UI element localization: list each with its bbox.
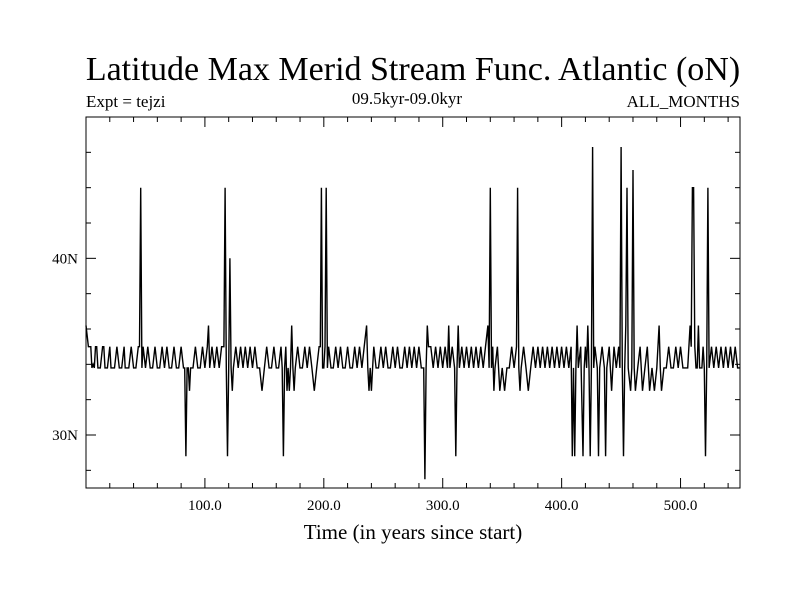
x-tick-label: 500.0	[664, 498, 698, 514]
x-axis-label: Time (in years since start)	[304, 520, 523, 544]
x-tick-label: 200.0	[307, 498, 341, 514]
x-tick-label: 300.0	[426, 498, 460, 514]
chart-title: Latitude Max Merid Stream Func. Atlantic…	[86, 51, 740, 88]
months-label: ALL_MONTHS	[627, 92, 740, 111]
x-tick-label: 100.0	[188, 498, 222, 514]
y-tick-label: 30N	[52, 428, 78, 444]
x-axis-ticks: 100.0 200.0 300.0 400.0 500.0	[109, 117, 729, 514]
series-line	[85, 146, 740, 480]
experiment-label: Expt = tejzi	[86, 92, 166, 111]
plot-frame	[85, 116, 741, 489]
y-tick-label: 40N	[52, 251, 78, 267]
x-tick-label: 400.0	[545, 498, 579, 514]
y-axis-ticks: 30N 40N	[52, 151, 740, 471]
period-label: 09.5kyr-09.0kyr	[352, 89, 462, 108]
